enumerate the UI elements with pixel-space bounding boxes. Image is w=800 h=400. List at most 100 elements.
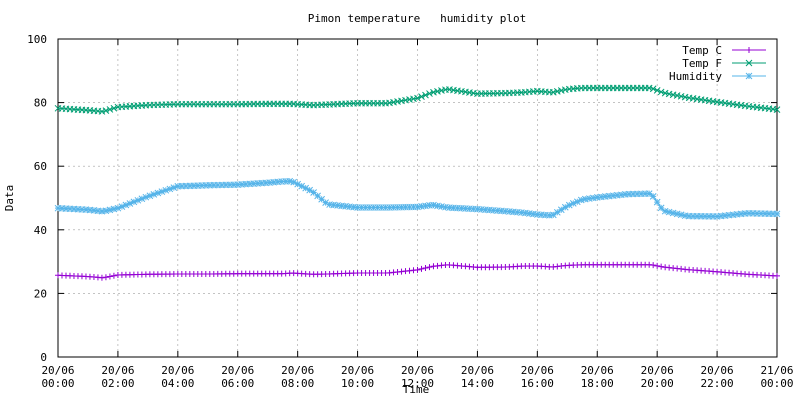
data-point: [390, 204, 397, 211]
data-point: [773, 210, 781, 218]
data-point: [645, 84, 653, 92]
x-tick-label-date: 20/06: [41, 364, 74, 377]
data-point: [533, 211, 541, 218]
data-point: [98, 207, 106, 215]
data-point: [549, 211, 557, 219]
data-point: [142, 193, 150, 201]
data-point: [701, 212, 709, 220]
data-point: [170, 184, 178, 191]
data-point: [110, 272, 117, 279]
data-point: [681, 212, 689, 220]
data-point: [254, 180, 262, 187]
legend-marker: [745, 72, 753, 80]
data-point: [246, 180, 254, 188]
data-point: [354, 204, 361, 211]
data-point: [334, 202, 341, 209]
data-point: [198, 182, 206, 189]
data-point: [118, 203, 126, 210]
data-point: [430, 88, 437, 96]
data-point: [486, 206, 493, 214]
data-point: [266, 179, 274, 186]
data-point: [597, 193, 605, 201]
data-point: [442, 203, 449, 211]
data-point: [705, 213, 713, 220]
data-point: [342, 202, 349, 210]
data-point: [190, 182, 198, 190]
data-point: [510, 208, 517, 216]
data-point: [733, 210, 741, 218]
data-point: [250, 180, 258, 187]
data-point: [637, 190, 645, 198]
data-point: [150, 191, 158, 198]
data-point: [426, 90, 433, 97]
data-point: [270, 178, 278, 186]
data-point: [737, 210, 745, 218]
data-point: [222, 181, 230, 189]
data-point: [110, 205, 118, 213]
data-point: [358, 204, 365, 211]
data-point: [330, 201, 337, 209]
data-point: [745, 209, 753, 217]
data-point: [70, 205, 78, 213]
data-point: [106, 206, 114, 214]
series-layer: [54, 84, 781, 281]
x-tick-label-time: 14:00: [461, 377, 494, 390]
data-point: [621, 191, 629, 198]
data-point: [418, 93, 425, 100]
y-tick-label: 60: [34, 160, 47, 173]
data-point: [54, 204, 62, 212]
data-point: [386, 204, 393, 211]
x-tick-label-date: 20/06: [401, 364, 434, 377]
x-tick-label-date: 20/06: [281, 364, 314, 377]
data-point: [122, 201, 130, 209]
data-point: [689, 212, 697, 220]
data-point: [154, 189, 162, 197]
data-point: [426, 264, 433, 271]
legend-label: Humidity: [669, 70, 722, 83]
data-point: [350, 203, 357, 211]
data-point: [230, 181, 238, 189]
x-tick-label-time: 16:00: [521, 377, 554, 390]
x-tick-label-date: 20/06: [101, 364, 134, 377]
data-point: [206, 181, 214, 189]
x-tick-label-date: 20/06: [341, 364, 374, 377]
data-point: [774, 272, 780, 279]
data-point: [561, 203, 569, 211]
legend-label: Temp C: [682, 44, 722, 57]
data-point: [450, 204, 457, 212]
data-point: [326, 201, 333, 208]
data-point: [174, 182, 182, 190]
data-point: [709, 213, 717, 220]
data-point: [617, 191, 625, 199]
x-tick-label-time: 10:00: [341, 377, 374, 390]
data-point: [725, 211, 733, 219]
data-point: [677, 92, 685, 100]
data-point: [310, 189, 317, 196]
data-point: [406, 203, 413, 211]
data-point: [94, 207, 102, 215]
data-point: [182, 182, 190, 190]
data-point: [717, 212, 725, 220]
data-point: [434, 202, 441, 210]
data-point: [669, 209, 677, 217]
data-point: [114, 204, 122, 212]
data-point: [609, 192, 617, 200]
data-point: [202, 181, 210, 189]
data-point: [653, 87, 661, 94]
x-tick-label-date: 20/06: [221, 364, 254, 377]
data-point: [130, 198, 138, 206]
data-point: [186, 182, 194, 190]
data-point: [438, 203, 445, 210]
data-point: [601, 193, 609, 200]
x-tick-label-date: 20/06: [161, 364, 194, 377]
data-point: [282, 178, 290, 185]
data-point: [314, 192, 321, 200]
data-point: [134, 196, 142, 204]
data-point: [529, 210, 537, 218]
data-point: [613, 191, 621, 199]
data-point: [418, 203, 425, 210]
y-tick-label: 80: [34, 97, 47, 110]
x-tick-label-date: 20/06: [461, 364, 494, 377]
y-tick-label: 20: [34, 287, 47, 300]
data-point: [641, 190, 649, 198]
